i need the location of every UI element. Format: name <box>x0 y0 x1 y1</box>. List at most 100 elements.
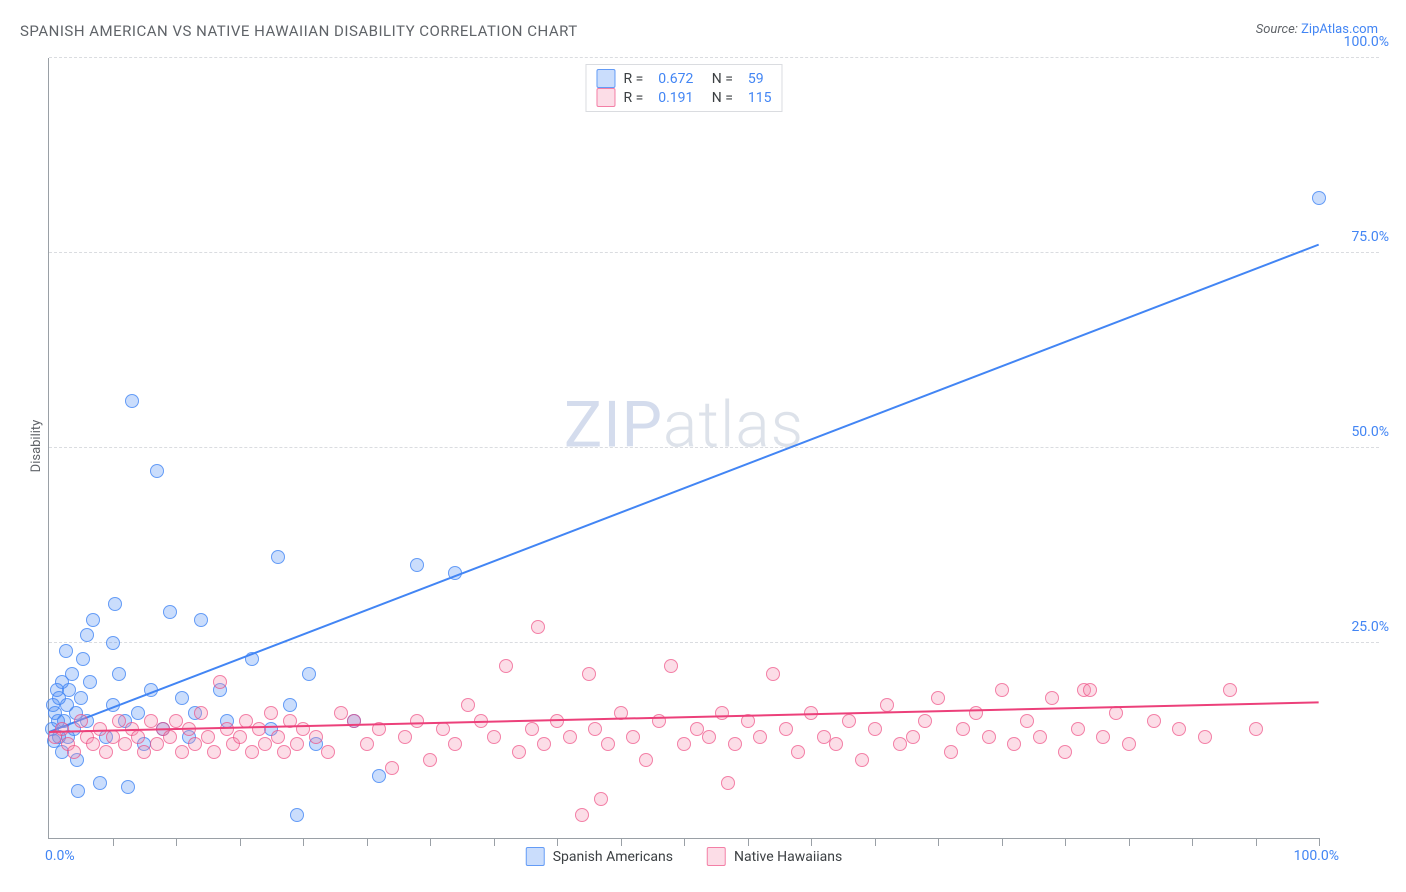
data-point <box>499 659 513 673</box>
data-point <box>563 730 577 744</box>
x-tick <box>875 838 876 846</box>
data-point <box>65 667 79 681</box>
y-tick-label: 100.0% <box>1344 34 1389 50</box>
data-point <box>321 745 335 759</box>
data-point <box>188 737 202 751</box>
data-point <box>855 753 869 767</box>
data-point <box>779 722 793 736</box>
gridline <box>49 57 1379 58</box>
data-point <box>906 730 920 744</box>
data-point <box>1198 730 1212 744</box>
data-point <box>512 745 526 759</box>
data-point <box>487 730 501 744</box>
data-point <box>1071 722 1085 736</box>
data-point <box>207 745 221 759</box>
y-tick-label: 75.0% <box>1351 229 1389 245</box>
x-tick <box>176 838 177 846</box>
data-point <box>677 737 691 751</box>
data-point <box>252 722 266 736</box>
data-point <box>626 730 640 744</box>
data-point <box>1020 714 1034 728</box>
data-point <box>537 737 551 751</box>
data-point <box>283 698 297 712</box>
data-point <box>169 714 183 728</box>
data-point <box>1109 706 1123 720</box>
data-point <box>76 652 90 666</box>
data-point <box>461 698 475 712</box>
data-point <box>55 722 69 736</box>
legend-swatch <box>707 847 726 866</box>
data-point <box>588 722 602 736</box>
data-point <box>137 745 151 759</box>
source-prefix: Source: <box>1256 22 1301 37</box>
legend-item: Native Hawaiians <box>707 847 842 866</box>
data-point <box>302 667 316 681</box>
x-tick <box>1256 838 1257 846</box>
data-point <box>1058 745 1072 759</box>
data-point <box>163 730 177 744</box>
x-tick <box>113 838 114 846</box>
x-tick <box>1129 838 1130 846</box>
data-point <box>194 613 208 627</box>
data-point <box>150 464 164 478</box>
data-point <box>531 620 545 634</box>
x-axis-max-label: 100.0% <box>1294 848 1339 864</box>
data-point <box>766 667 780 681</box>
data-point <box>918 714 932 728</box>
data-point <box>1223 683 1237 697</box>
data-point <box>956 722 970 736</box>
trend-line <box>49 243 1320 732</box>
data-point <box>753 730 767 744</box>
data-point <box>264 706 278 720</box>
data-point <box>715 706 729 720</box>
data-point <box>594 792 608 806</box>
x-tick <box>1002 838 1003 846</box>
data-point <box>525 722 539 736</box>
data-point <box>194 706 208 720</box>
x-tick <box>240 838 241 846</box>
data-point <box>83 675 97 689</box>
data-point <box>290 808 304 822</box>
data-point <box>258 737 272 751</box>
x-tick <box>303 838 304 846</box>
data-point <box>880 698 894 712</box>
x-tick <box>1319 838 1320 846</box>
legend-row: R = 0.672 N = 59 <box>596 69 771 88</box>
data-point <box>1249 722 1263 736</box>
data-point <box>163 605 177 619</box>
data-point <box>791 745 805 759</box>
data-point <box>201 730 215 744</box>
data-point <box>423 753 437 767</box>
watermark: ZIPatlas <box>564 387 804 462</box>
data-point <box>582 667 596 681</box>
x-tick <box>938 838 939 846</box>
watermark-zip: ZIP <box>564 387 663 462</box>
data-point <box>233 730 247 744</box>
data-point <box>372 769 386 783</box>
x-tick <box>1192 838 1193 846</box>
data-point <box>360 737 374 751</box>
data-point <box>1122 737 1136 751</box>
data-point <box>125 394 139 408</box>
x-tick <box>811 838 812 846</box>
data-point <box>334 706 348 720</box>
legend-swatch <box>596 69 615 88</box>
data-point <box>1312 191 1326 205</box>
data-point <box>1172 722 1186 736</box>
data-point <box>71 784 85 798</box>
data-point <box>106 636 120 650</box>
data-point <box>702 730 716 744</box>
data-point <box>893 737 907 751</box>
data-point <box>271 730 285 744</box>
data-point <box>86 613 100 627</box>
gridline <box>49 447 1379 448</box>
data-point <box>277 745 291 759</box>
data-point <box>99 745 113 759</box>
data-point <box>1045 691 1059 705</box>
x-tick <box>494 838 495 846</box>
legend-swatch <box>596 88 615 107</box>
data-point <box>271 550 285 564</box>
data-point <box>982 730 996 744</box>
data-point <box>245 745 259 759</box>
data-point <box>112 667 126 681</box>
